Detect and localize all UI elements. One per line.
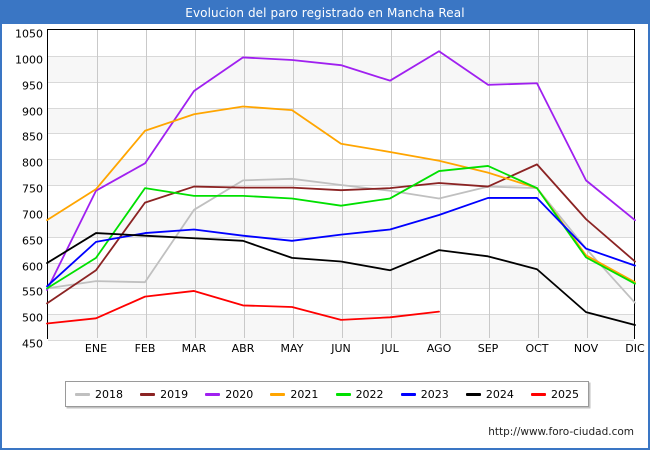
legend-item-2024[interactable]: 2024 [465, 387, 514, 401]
y-axis-tick-label: 700 [22, 208, 43, 222]
legend-label: 2019 [160, 387, 189, 401]
x-axis-tick-label: DIC [625, 342, 645, 355]
y-axis-tick-label: 450 [22, 337, 43, 351]
gridline-v [293, 30, 294, 338]
x-axis-tick-label: ENE [84, 342, 108, 355]
y-axis-tick-label: 950 [22, 79, 43, 93]
gridline-v [587, 30, 588, 338]
y-axis-tick-label: 1050 [15, 27, 43, 41]
legend-item-2020[interactable]: 2020 [205, 388, 253, 401]
series-line-2025 [46, 290, 440, 325]
y-axis-tick-label: 650 [22, 234, 43, 248]
legend-swatch-icon [530, 392, 546, 396]
x-axis-tick-label: JUL [381, 342, 399, 355]
plot-area-wrapper: 1050 1000 950 900 850 800 750 700 650 600 550 500 45… [2, 24, 648, 356]
y-axis-tick-label: 800 [22, 156, 43, 170]
gridline-v [489, 30, 490, 338]
series-line-2021 [46, 105, 636, 284]
x-axis-tick-label: FEB [134, 342, 156, 355]
legend-label: 2023 [420, 387, 449, 401]
x-axis-tick-label: ABR [231, 342, 255, 355]
y-axis-tick-label: 850 [22, 130, 43, 144]
window-title: Evolucion del paro registrado en Mancha … [2, 2, 648, 24]
y-axis-tick-label: 600 [22, 260, 43, 273]
legend-label: 2024 [485, 387, 514, 401]
gridline-v [146, 30, 147, 338]
legend-label: 2021 [290, 387, 319, 401]
series-lines [46, 50, 636, 326]
gridline-h [48, 210, 634, 212]
y-axis-tick-label: 750 [22, 182, 43, 196]
gridline-v [244, 30, 245, 338]
x-axis-tick-label: MAY [280, 342, 304, 355]
gridline-h [48, 340, 634, 341]
plot-band [48, 314, 634, 340]
series-line-2022 [46, 165, 636, 290]
plot-area [47, 29, 635, 341]
x-axis-tick-label: MAR [181, 342, 207, 355]
gridline-h [48, 55, 634, 57]
y-axis-labels: 1050 1000 950 900 850 800 750 700 650 600 550 500 45… [2, 27, 43, 351]
legend-item-2019[interactable]: 2019 [140, 388, 188, 401]
legend-swatch-icon [75, 392, 90, 396]
gridline-v [538, 30, 539, 338]
legend-label: 2018 [95, 387, 123, 401]
x-axis-tick-label: SEP [477, 342, 499, 355]
gridline-h [48, 314, 634, 316]
source-url: http://www.foro-ciudad.com [488, 426, 634, 438]
legend-item-2022[interactable]: 2022 [335, 387, 384, 401]
plot-band [48, 262, 634, 289]
gridline-h [48, 262, 634, 264]
gridline-h [48, 236, 634, 238]
gridline-h [48, 133, 634, 135]
legend-item-2018[interactable]: 2018 [75, 388, 123, 401]
gridline-v [391, 30, 392, 338]
gridline-h [48, 159, 634, 161]
legend-swatch-icon [205, 392, 221, 396]
x-axis-tick-label: NOV [573, 342, 599, 355]
y-axis-tick-label: 1000 [15, 53, 43, 67]
chart-legend: 2018 2019 2020 2021 2022 2023 2024 2025 [65, 381, 589, 407]
series-line-2019 [46, 163, 636, 305]
y-axis-tick-label: 550 [22, 285, 43, 299]
legend-label: 2020 [225, 387, 254, 401]
legend-swatch-icon [335, 392, 351, 396]
gridline-v [440, 30, 441, 338]
gridline-h [48, 107, 634, 109]
x-axis-tick-label: JUN [331, 342, 351, 355]
legend-swatch-icon [270, 392, 286, 396]
gridline-v [97, 30, 98, 338]
legend-label: 2022 [355, 387, 384, 401]
legend-swatch-icon [400, 392, 416, 396]
legend-swatch-icon [465, 392, 481, 396]
series-line-2018 [46, 177, 636, 304]
x-axis-tick-label: AGO [426, 342, 452, 355]
gridline-v [342, 30, 343, 338]
gridline-h [48, 81, 634, 83]
legend-swatch-icon [140, 392, 156, 396]
legend-item-2021[interactable]: 2021 [270, 388, 318, 401]
plot-band [48, 107, 634, 134]
legend-item-2025[interactable]: 2025 [530, 387, 579, 401]
x-axis-tick-label: OCT [525, 342, 549, 355]
series-line-2024 [46, 232, 636, 326]
legend-item-2023[interactable]: 2023 [400, 387, 449, 401]
y-axis-tick-label: 900 [22, 105, 43, 118]
gridline-h [48, 288, 634, 290]
y-axis-tick-label: 500 [22, 311, 43, 325]
gridline-v [195, 30, 196, 338]
legend-label: 2025 [550, 387, 579, 401]
series-line-2020 [46, 50, 636, 291]
series-line-2023 [46, 197, 636, 288]
plot-band [48, 55, 634, 82]
